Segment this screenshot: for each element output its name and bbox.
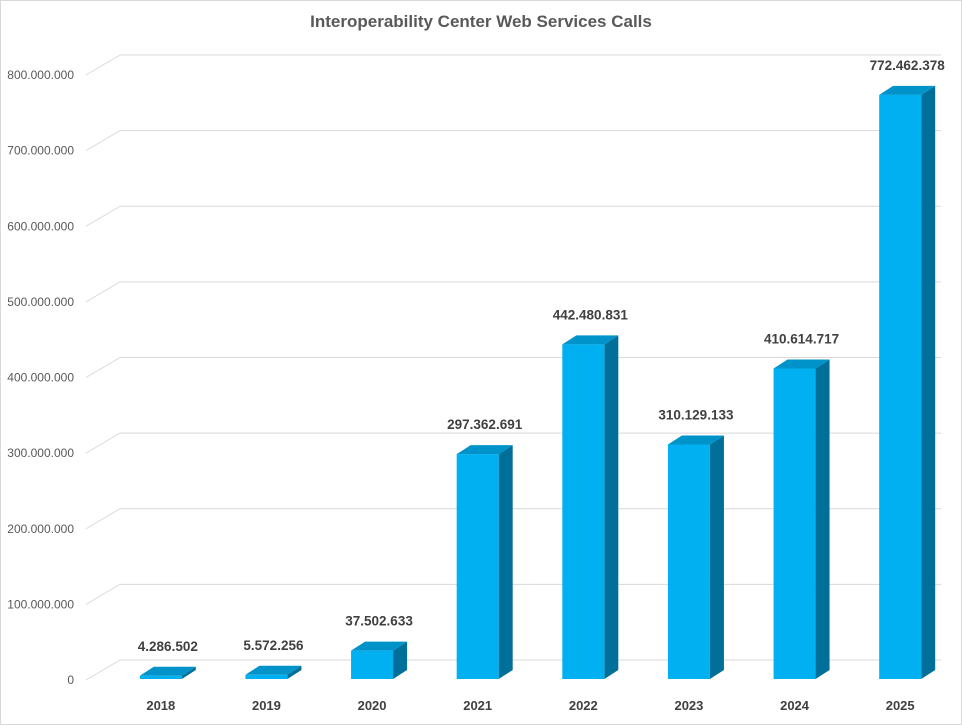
y-tick-label: 300.000.000	[7, 446, 74, 460]
bars	[139, 85, 936, 680]
bar-side	[921, 85, 936, 680]
bar-front	[562, 344, 605, 679]
bar-top	[456, 445, 513, 455]
bar-top	[139, 666, 196, 676]
bar-front	[139, 675, 182, 679]
data-label: 310.129.133	[658, 407, 734, 422]
bar-side	[498, 445, 513, 679]
bar-2018	[139, 666, 196, 679]
data-label: 772.462.378	[870, 58, 946, 73]
data-label: 410.614.717	[764, 331, 839, 346]
bar-front	[773, 368, 816, 679]
y-tick-label: 600.000.000	[7, 219, 74, 233]
x-tick-label: 2023	[674, 698, 703, 713]
data-label: 37.502.633	[345, 614, 413, 629]
gridline-side	[85, 281, 121, 303]
y-tick-label: 800.000.000	[7, 68, 74, 82]
x-axis-ticks: 2018 2019 2020 2021 2022 2023 2024 2025	[146, 698, 914, 713]
bar-side	[815, 359, 830, 679]
x-tick-label: 2025	[886, 698, 915, 713]
data-label: 5.572.256	[243, 638, 304, 653]
bar-top	[562, 335, 619, 345]
bar-side	[709, 435, 724, 679]
bar-top	[773, 359, 830, 369]
x-tick-label: 2022	[569, 698, 598, 713]
bar-front	[879, 94, 922, 680]
gridline-side	[85, 205, 121, 227]
x-tick-label: 2018	[146, 698, 175, 713]
gridline-side	[85, 583, 121, 605]
y-tick-label: 0	[67, 673, 74, 687]
bar-side	[604, 335, 619, 679]
gridline-side	[85, 659, 121, 681]
x-tick-label: 2024	[780, 698, 810, 713]
bar-front	[456, 454, 499, 679]
x-tick-label: 2019	[252, 698, 281, 713]
gridline-side	[85, 130, 121, 152]
bar-side	[393, 641, 408, 679]
gridline-side	[85, 432, 121, 454]
bar-top	[879, 85, 936, 95]
bar-2023	[667, 435, 724, 679]
data-label: 4.286.502	[138, 639, 198, 654]
data-label: 297.362.691	[447, 417, 523, 432]
bar-2020	[351, 641, 408, 679]
bar-side	[287, 665, 302, 679]
bar-top	[667, 435, 724, 445]
chart-title: Interoperability Center Web Services Cal…	[310, 12, 652, 31]
y-tick-label: 500.000.000	[7, 295, 74, 309]
y-axis-ticks: 0 100.000.000 200.000.000 300.000.000 400.00…	[7, 68, 74, 687]
bar-front	[245, 674, 288, 679]
data-labels: 4.286.502 5.572.256 37.502.633 297.362.691 4…	[138, 58, 945, 654]
y-tick-label: 700.000.000	[7, 144, 74, 158]
data-label: 442.480.831	[553, 307, 629, 322]
bar-2022	[562, 335, 619, 679]
y-tick-label: 200.000.000	[7, 522, 74, 536]
gridline-side	[85, 508, 121, 530]
bar-front	[667, 444, 710, 679]
x-tick-label: 2020	[358, 698, 387, 713]
bar-front	[351, 650, 394, 679]
bar-top	[245, 665, 302, 675]
bar-side	[181, 666, 196, 679]
bar-2024	[773, 359, 830, 679]
bar-2019	[245, 665, 302, 679]
y-tick-label: 100.000.000	[7, 597, 74, 611]
bar-top	[351, 641, 408, 651]
gridline-side	[85, 54, 121, 76]
bar-2025	[879, 85, 936, 680]
bar-2021	[456, 445, 513, 679]
y-tick-label: 400.000.000	[7, 371, 74, 385]
x-tick-label: 2021	[463, 698, 492, 713]
gridline-side	[85, 357, 121, 378]
